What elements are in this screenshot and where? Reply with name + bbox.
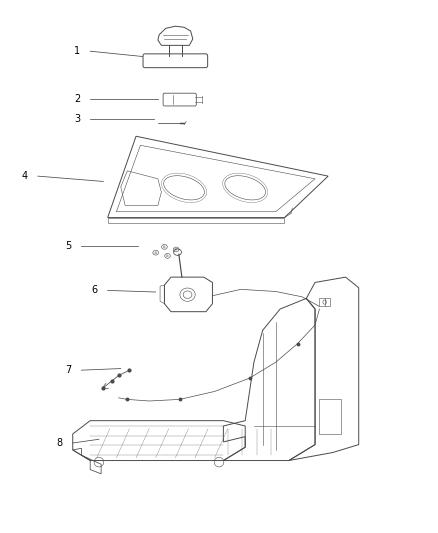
Text: 7: 7 bbox=[65, 365, 71, 375]
Text: 2: 2 bbox=[74, 94, 80, 104]
Text: 6: 6 bbox=[92, 286, 98, 295]
Text: 5: 5 bbox=[65, 241, 71, 251]
Text: 3: 3 bbox=[74, 114, 80, 124]
Text: 1: 1 bbox=[74, 46, 80, 56]
Text: 4: 4 bbox=[21, 171, 28, 181]
Text: 8: 8 bbox=[57, 438, 63, 448]
